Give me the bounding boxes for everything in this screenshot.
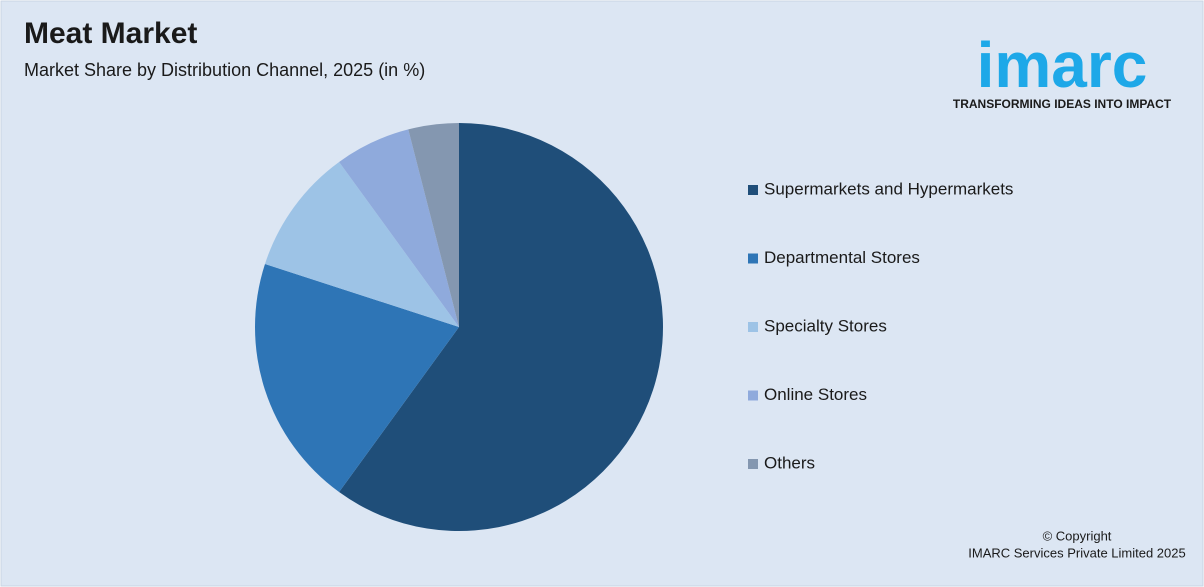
company: IMARC Services Private Limited 2025 bbox=[968, 545, 1185, 560]
logo-name: imarc bbox=[977, 29, 1148, 101]
legend-swatch bbox=[748, 459, 758, 469]
legend-swatch bbox=[748, 322, 758, 332]
pie-slice bbox=[339, 123, 664, 531]
pie-slice bbox=[339, 129, 459, 327]
legend-swatch bbox=[748, 185, 758, 195]
legend-label: Online Stores bbox=[764, 385, 867, 404]
pie-slice bbox=[264, 161, 459, 327]
logo-tagline: TRANSFORMING IDEAS INTO IMPACT bbox=[953, 97, 1172, 111]
chart-title: Meat Market bbox=[24, 17, 197, 50]
pie-slice bbox=[255, 263, 459, 493]
legend-label: Others bbox=[764, 453, 815, 472]
pie-slice bbox=[408, 123, 459, 327]
legend-label: Supermarkets and Hypermarkets bbox=[764, 179, 1013, 198]
legend-label: Specialty Stores bbox=[764, 316, 887, 335]
legend-swatch bbox=[748, 390, 758, 401]
chart-subtitle: Market Share by Distribution Channel, 20… bbox=[24, 60, 425, 80]
legend-label: Departmental Stores bbox=[764, 248, 920, 267]
legend-swatch bbox=[748, 253, 758, 264]
copyright: © Copyright bbox=[1043, 528, 1112, 543]
